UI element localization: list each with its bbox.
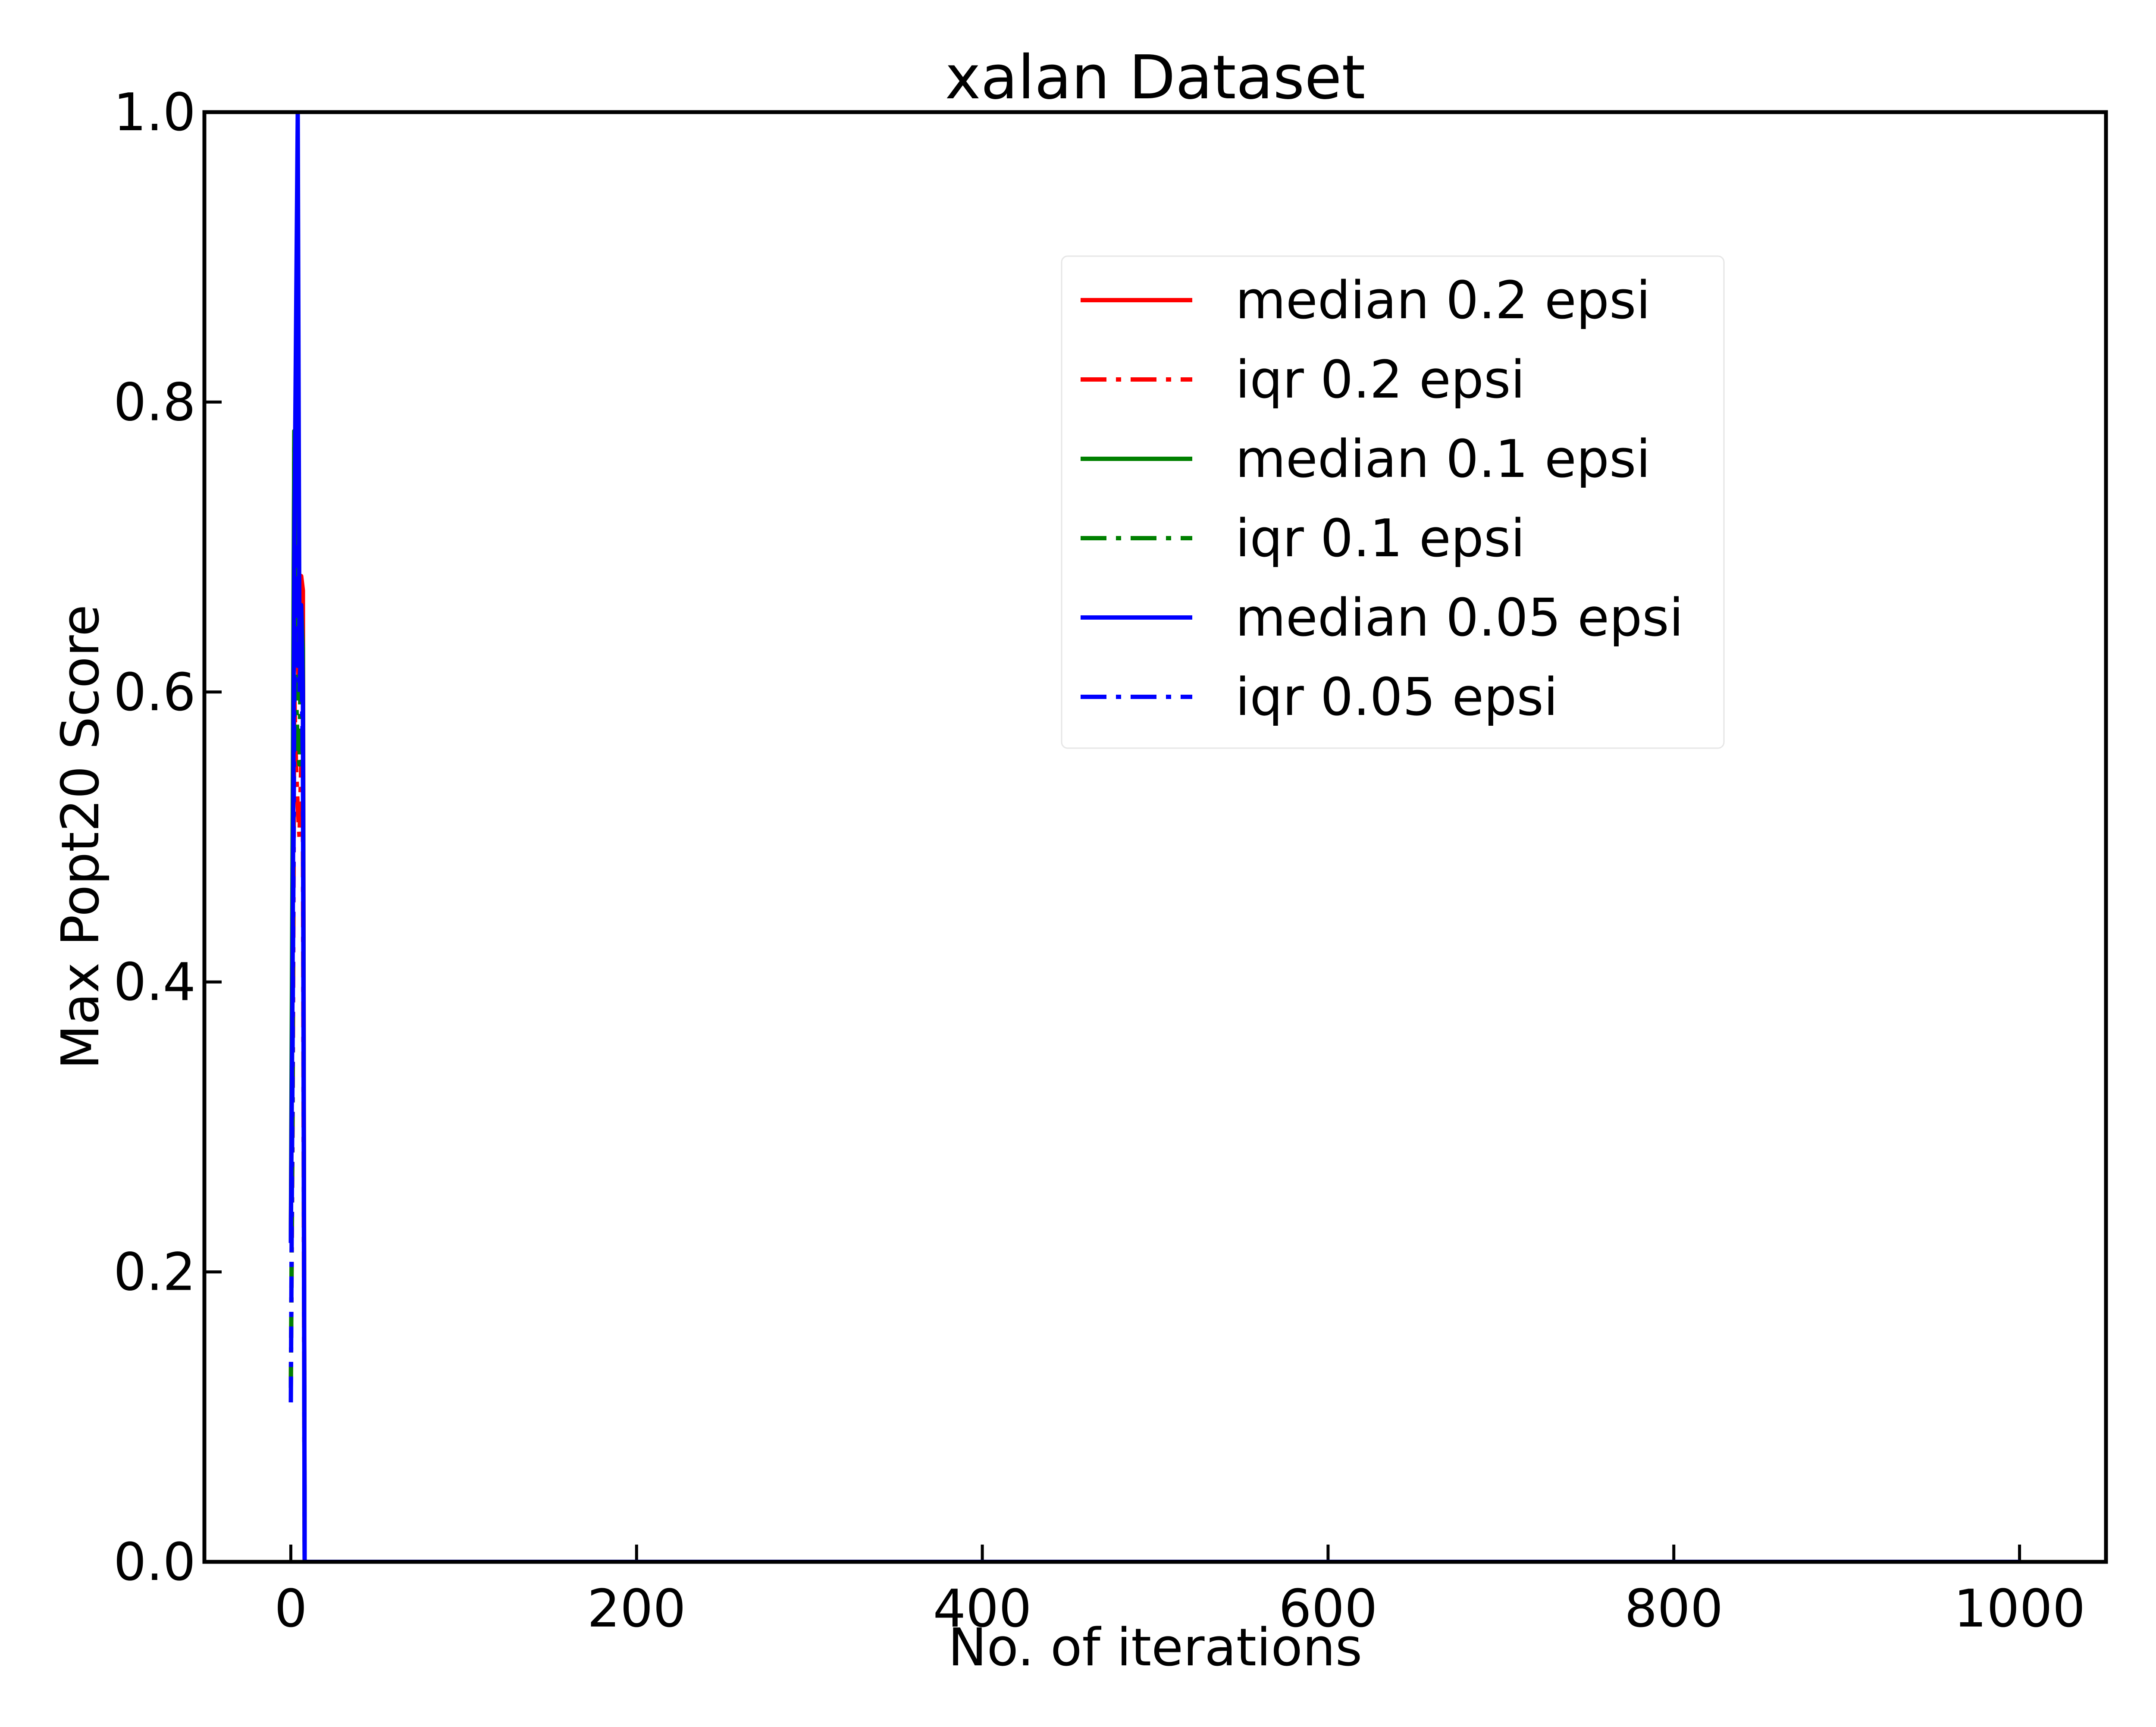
legend-label: median 0.2 epsi [1235, 271, 1651, 331]
legend-label: iqr 0.2 epsi [1235, 350, 1525, 410]
y-axis-ticks: 0.0 0.2 0.4 0.6 0.8 1.0 [113, 83, 222, 1592]
series-layer [288, 112, 2020, 1562]
legend-box [1061, 255, 1725, 749]
x-tick-label: 800 [1624, 1579, 1723, 1639]
y-tick-label: 0.4 [113, 953, 196, 1012]
legend-label: median 0.05 epsi [1235, 588, 1683, 648]
plot-frame [202, 110, 2108, 1564]
x-tick-label: 1000 [1954, 1579, 2085, 1639]
series-line-iqr-0-2-epsi [288, 690, 2020, 1562]
legend-label: iqr 0.1 epsi [1235, 509, 1525, 569]
y-tick-label: 0.2 [113, 1243, 196, 1303]
x-axis-ticks: 0 200 400 600 800 1000 [274, 1545, 2085, 1639]
y-tick-label: 1.0 [113, 83, 196, 143]
y-axis-label: Max Popt20 Score [51, 605, 111, 1069]
x-tick-label: 0 [274, 1579, 307, 1639]
x-tick-label: 400 [933, 1579, 1032, 1639]
x-axis-label: No. of iterations [948, 1618, 1363, 1678]
legend-label: iqr 0.05 epsi [1235, 668, 1558, 727]
x-tick-label: 200 [587, 1579, 686, 1639]
y-tick-label: 0.8 [113, 373, 196, 433]
x-tick-label: 600 [1279, 1579, 1377, 1639]
y-tick-label: 0.6 [113, 663, 196, 723]
series-line-iqr-0-05-epsi [288, 545, 2020, 1562]
legend-items: median 0.2 epsi iqr 0.2 epsi median 0.1 ep… [1081, 271, 1683, 727]
legend-label: median 0.1 epsi [1235, 429, 1651, 489]
y-tick-label: 0.0 [113, 1533, 196, 1592]
legend: median 0.2 epsi iqr 0.2 epsi median 0.1 ep… [1061, 255, 1725, 749]
chart-title: xalan Dataset [945, 43, 1366, 113]
